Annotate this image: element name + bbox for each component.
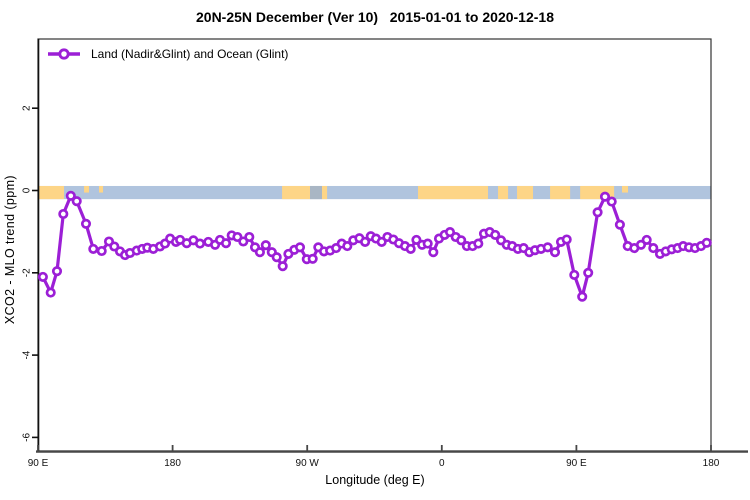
data-point (405, 243, 416, 254)
map-band-land-segment (418, 185, 489, 200)
x-tick-label: 180 (703, 458, 720, 469)
data-point (592, 207, 603, 218)
x-axis-title: Longitude (deg E) (325, 473, 425, 487)
y-tick-label: 0 (22, 187, 33, 193)
data-point (701, 237, 712, 248)
x-tick-label: 90 E (566, 458, 587, 469)
data-point (260, 240, 271, 251)
data-point (88, 243, 99, 254)
x-tick-label: 0 (439, 458, 445, 469)
data-point (428, 247, 439, 258)
data-point (58, 208, 69, 220)
data-point (422, 238, 433, 249)
data-point (577, 291, 588, 302)
data-point (490, 229, 501, 240)
data-point (342, 241, 353, 252)
data-point (277, 261, 288, 272)
data-point (254, 247, 265, 258)
data-point (307, 253, 318, 264)
data-point (542, 242, 553, 253)
map-band-muted-segment (310, 185, 323, 200)
data-point (244, 231, 255, 243)
data-point (220, 238, 232, 249)
map-band-land-segment (99, 185, 104, 193)
y-tick-label: -4 (22, 350, 33, 359)
data-point (71, 196, 82, 207)
data-point (271, 252, 282, 263)
map-band-land-segment (517, 185, 534, 200)
data-point (648, 243, 659, 254)
map-band-land-segment (622, 185, 628, 193)
y-tick-label: 2 (22, 105, 33, 111)
data-point (606, 196, 617, 207)
map-band-land-segment (322, 185, 328, 200)
legend: Land (Nadir&Glint) and Ocean (Glint) (46, 47, 288, 61)
map-band-land-segment (282, 185, 311, 200)
data-point (45, 287, 56, 298)
y-tick-label: -2 (22, 268, 33, 277)
data-point (641, 234, 652, 245)
data-point (65, 190, 76, 201)
chart-title: 20N-25N December (Ver 10) 2015-01-01 to … (196, 9, 554, 25)
data-point (473, 238, 484, 249)
data-point (614, 219, 625, 230)
y-axis-title: XCO2 - MLO trend (ppm) (3, 175, 17, 325)
x-tick-label: 90 E (28, 458, 49, 469)
data-point (194, 238, 206, 249)
data-point (360, 236, 371, 247)
data-point (51, 266, 63, 277)
data-point (583, 267, 594, 278)
legend-marker-icon (48, 48, 80, 60)
plot-border (37, 38, 712, 452)
map-band-ocean (38, 185, 711, 200)
data-point (569, 269, 580, 280)
legend-label: Land (Nadir&Glint) and Ocean (Glint) (91, 47, 289, 61)
map-band-land-segment (550, 185, 571, 200)
data-point (37, 271, 48, 282)
x-tick-label: 180 (164, 458, 181, 469)
data-point (549, 247, 561, 258)
map-band-land-segment (38, 185, 65, 200)
map-band-land-segment (84, 185, 89, 193)
map-band-land-segment (498, 185, 509, 200)
data-point (294, 242, 306, 253)
x-tick-label: 90 W (296, 458, 320, 469)
data-point (561, 234, 572, 245)
data-point (599, 191, 611, 202)
y-tick-label: -6 (22, 433, 33, 442)
data-point (80, 218, 92, 229)
data-point (96, 245, 107, 257)
data-point (456, 235, 467, 246)
